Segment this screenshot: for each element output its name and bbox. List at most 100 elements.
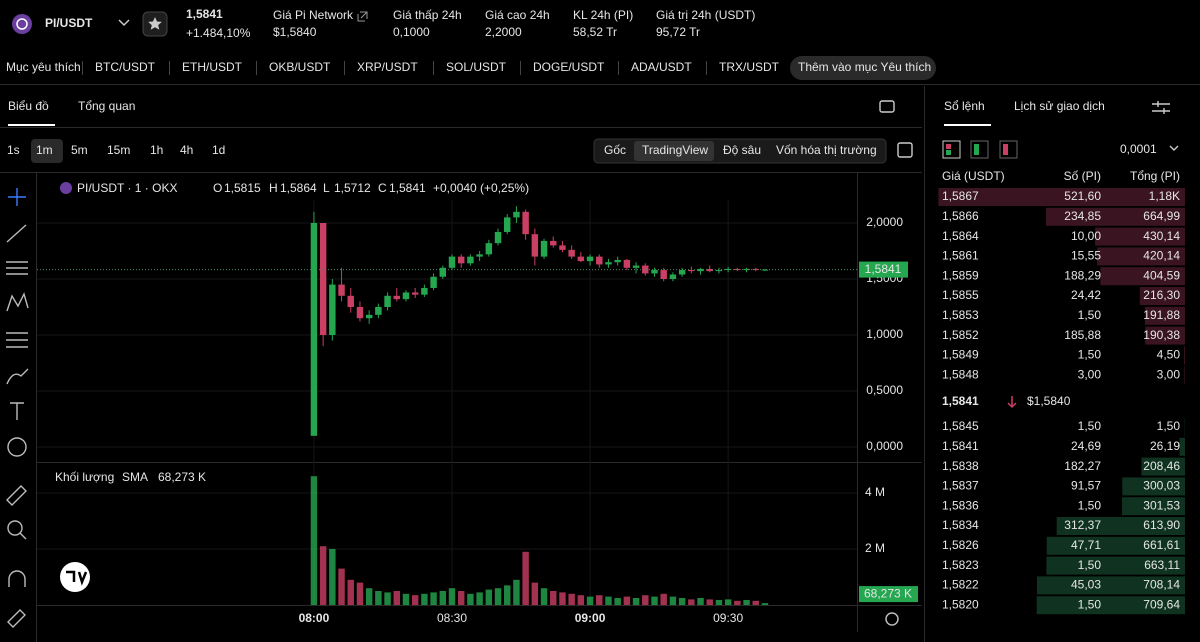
order-price[interactable]: 1,5836 <box>942 498 979 512</box>
crosshair-tool[interactable] <box>8 188 26 206</box>
zoom-tool[interactable] <box>19 532 27 540</box>
orderbook-settings-icon[interactable] <box>1152 101 1170 114</box>
candle-body <box>568 249 575 257</box>
dropdown-icon[interactable] <box>118 19 130 27</box>
settings-icon[interactable] <box>885 612 899 626</box>
order-price[interactable]: 1,5848 <box>942 367 979 381</box>
volume-bar <box>688 599 695 605</box>
panel-tab[interactable]: Biểu đồ <box>8 99 49 113</box>
favorite-pair[interactable]: BTC/USDT <box>95 60 156 74</box>
price-step[interactable]: 0,0001 <box>1120 142 1157 156</box>
depth-bar <box>1122 477 1185 496</box>
stat-label: Giá Pi Network <box>273 8 354 22</box>
interval-button[interactable]: 1h <box>150 143 163 157</box>
view-button[interactable]: TradingView <box>642 143 708 157</box>
zoom-tool[interactable] <box>7 520 23 536</box>
brush-tool[interactable] <box>6 368 29 385</box>
candle-body <box>669 274 677 279</box>
view-asks-icon[interactable] <box>999 140 1018 159</box>
orderbook-tab[interactable]: Sổ lệnh <box>944 99 985 113</box>
candle-body <box>365 314 373 319</box>
link-icon[interactable] <box>357 11 368 22</box>
view-both-icon[interactable] <box>942 140 961 159</box>
favorite-pair[interactable]: SOL/USDT <box>446 60 507 74</box>
order-price[interactable]: 1,5845 <box>942 419 979 433</box>
volume-sma-label: SMA <box>122 470 148 484</box>
interval-button[interactable]: 5m <box>71 143 88 157</box>
order-price[interactable]: 1,5826 <box>942 538 979 552</box>
favorite-pair[interactable]: XRP/USDT <box>357 60 418 74</box>
order-price[interactable]: 1,5853 <box>942 308 979 322</box>
view-button[interactable]: Độ sâu <box>723 143 761 157</box>
candle-body <box>522 211 529 235</box>
order-price[interactable]: 1,5867 <box>942 189 979 203</box>
order-amount: 188,29 <box>1064 268 1101 282</box>
interval-button[interactable]: 15m <box>107 143 130 157</box>
legend-value: 1,5841 <box>389 181 426 195</box>
coin-logo <box>12 14 32 34</box>
order-amount: 3,00 <box>1078 367 1102 381</box>
interval-button[interactable]: 1s <box>7 143 20 157</box>
column-header: Tổng (PI) <box>1130 169 1180 183</box>
y-tick-label: 0,0000 <box>866 439 903 453</box>
favorite-pair[interactable]: DOGE/USDT <box>533 60 605 74</box>
order-amount: 1,50 <box>1078 498 1102 512</box>
add-favorite-label: Thêm vào mục Yêu thích <box>798 60 931 74</box>
interval-button[interactable]: 1d <box>212 143 225 157</box>
depth-bar <box>1141 457 1185 476</box>
order-price[interactable]: 1,5823 <box>942 558 979 572</box>
candle-body <box>550 240 557 246</box>
lock-tool[interactable] <box>7 609 26 628</box>
x-tick-label: 08:00 <box>299 611 330 625</box>
view-button[interactable]: Vốn hóa thị trường <box>776 143 877 157</box>
favorite-pair[interactable]: ADA/USDT <box>631 60 692 74</box>
ruler-tool[interactable] <box>6 485 27 506</box>
order-price[interactable]: 1,5859 <box>942 268 979 282</box>
legend-key: L <box>323 181 330 195</box>
panel-tab[interactable]: Tổng quan <box>78 99 135 113</box>
view-bids-icon <box>974 144 979 155</box>
candle-body <box>494 231 502 244</box>
magnet-tool[interactable] <box>8 570 26 587</box>
active-interval <box>31 139 63 163</box>
order-price[interactable]: 1,5864 <box>942 229 979 243</box>
order-price[interactable]: 1,5820 <box>942 597 979 611</box>
interval-button[interactable]: 4h <box>180 143 193 157</box>
order-price[interactable]: 1,5834 <box>942 518 979 532</box>
fullscreen-icon[interactable] <box>897 142 913 158</box>
layout-icon[interactable] <box>879 100 895 113</box>
order-price[interactable]: 1,5838 <box>942 459 979 473</box>
candle-body <box>531 234 539 257</box>
favorite-pair[interactable]: TRX/USDT <box>719 60 780 74</box>
order-price[interactable]: 1,5852 <box>942 328 979 342</box>
view-button[interactable]: Gốc <box>604 143 626 157</box>
pattern-tool[interactable] <box>6 292 29 312</box>
trendline-tool[interactable] <box>6 224 27 243</box>
favorite-pair[interactable]: OKB/USDT <box>269 60 331 74</box>
order-amount: 1,50 <box>1078 419 1102 433</box>
order-price[interactable]: 1,5866 <box>942 209 979 223</box>
interval-button[interactable]: 1m <box>36 143 53 157</box>
fib-tool[interactable] <box>6 332 28 348</box>
order-amount: 182,27 <box>1064 459 1101 473</box>
lines-tool[interactable] <box>6 261 28 275</box>
emoji-tool[interactable] <box>7 437 27 457</box>
orderbook-tab[interactable]: Lịch sử giao dịch <box>1014 99 1105 113</box>
dropdown-icon[interactable] <box>1169 145 1179 151</box>
text-tool[interactable] <box>10 402 24 420</box>
order-price[interactable]: 1,5849 <box>942 348 979 362</box>
add-favorite-button[interactable] <box>790 56 936 80</box>
favorite-pair[interactable]: ETH/USDT <box>182 60 243 74</box>
order-price[interactable]: 1,5822 <box>942 578 979 592</box>
order-price[interactable]: 1,5855 <box>942 288 979 302</box>
candle-body <box>743 268 750 271</box>
view-bids-icon[interactable] <box>970 140 989 159</box>
volume-bar <box>319 546 327 605</box>
order-price[interactable]: 1,5841 <box>942 439 979 453</box>
order-price[interactable]: 1,5861 <box>942 249 979 263</box>
legend-symbol: PI/USDT · 1 · OKX <box>77 181 177 195</box>
candle-body <box>623 259 631 268</box>
order-price[interactable]: 1,5837 <box>942 479 979 493</box>
volume-bar <box>761 603 769 605</box>
candle-body <box>651 270 658 274</box>
